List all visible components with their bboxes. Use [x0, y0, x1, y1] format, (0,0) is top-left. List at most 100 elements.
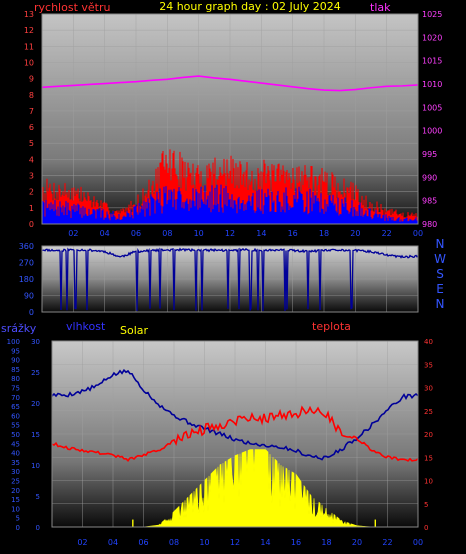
direction-series	[42, 247, 418, 312]
x-tick-label: 18	[321, 538, 331, 547]
rain-tick-label: 5	[16, 515, 20, 523]
rain-tick-label: 85	[11, 366, 20, 374]
average-series	[42, 184, 418, 224]
wind-tick-label: 8	[29, 91, 34, 100]
temperature-series	[52, 405, 418, 462]
temperature-axis-label: teplota	[312, 320, 351, 333]
direction-tick-label: 360	[19, 242, 34, 251]
pressure-tick-label: 1020	[422, 33, 442, 42]
wind-tick-label: 1	[29, 204, 34, 213]
humidity-tick-label: 20	[31, 400, 40, 408]
rain-tick-label: 95	[11, 347, 20, 355]
pressure-tick-label: 1015	[422, 57, 442, 66]
wind-tick-label: 0	[29, 220, 34, 229]
x-tick-label: 02	[68, 229, 78, 238]
temperature-tick-label: 5	[424, 501, 428, 509]
rain-tick-label: 30	[11, 468, 20, 476]
rain-tick-label: 55	[11, 422, 20, 430]
humidity-tick-label: 30	[31, 338, 40, 346]
solar-axis-label: Solar	[120, 324, 149, 337]
pressure-tick-label: 1000	[422, 127, 442, 136]
pressure-series	[42, 75, 418, 92]
pressure-tick-label: 995	[422, 150, 437, 159]
temperature-tick-label: 0	[424, 524, 428, 532]
humidity-tick-label: 25	[31, 369, 40, 377]
pressure-tick-label: 1005	[422, 103, 442, 112]
humidity-tick-label: 15	[31, 431, 40, 439]
x-tick-label: 18	[319, 229, 329, 238]
rain-tick-label: 60	[11, 412, 20, 420]
x-tick-label: 16	[288, 229, 298, 238]
wind-tick-label: 10	[24, 58, 34, 67]
humidity-tick-label: 0	[36, 524, 40, 532]
rain-tick-label: 40	[11, 450, 20, 458]
wind-axis-label: rychlost větru	[34, 1, 110, 14]
x-tick-label: 04	[108, 538, 118, 547]
direction-tick-label: 0	[29, 308, 34, 317]
x-tick-label: 22	[382, 538, 392, 547]
temperature-tick-label: 25	[424, 408, 433, 416]
climate-x-ticks: 02 04 06 08 10 12 14 16 18 20 22 00	[77, 538, 423, 547]
compass-label: S	[436, 267, 444, 281]
x-tick-label: 22	[382, 229, 392, 238]
x-tick-label: 08	[162, 229, 172, 238]
pressure-tick-label: 1010	[422, 80, 442, 89]
x-tick-label: 10	[194, 229, 204, 238]
wind-tick-label: 7	[29, 107, 34, 116]
humidity-tick-label: 10	[31, 462, 40, 470]
wind-tick-label: 2	[29, 188, 34, 197]
x-tick-label: 06	[138, 538, 148, 547]
temperature-tick-label: 15	[424, 454, 433, 462]
x-tick-label: 20	[352, 538, 362, 547]
x-tick-label: 20	[350, 229, 360, 238]
temperature-tick-label: 35	[424, 361, 433, 369]
temperature-tick-label: 10	[424, 478, 433, 486]
wind-tick-label: 13	[24, 10, 34, 19]
x-tick-label: 12	[225, 229, 235, 238]
rain-tick-label: 10	[11, 505, 20, 513]
humidity-y-ticks: 0 5 10 15 20 25 30	[31, 338, 40, 532]
compass-label: W	[434, 252, 446, 266]
direction-tick-label: 270	[19, 259, 34, 268]
humidity-axis-label: vlhkost	[66, 320, 106, 333]
wind-series	[42, 75, 418, 224]
pressure-tick-label: 980	[422, 220, 437, 229]
temperature-tick-label: 40	[424, 338, 433, 346]
x-tick-label: 02	[77, 538, 87, 547]
wind-tick-label: 6	[29, 123, 34, 132]
rain-tick-label: 35	[11, 459, 20, 467]
x-tick-label: 16	[291, 538, 301, 547]
wind-tick-label: 4	[29, 155, 34, 164]
rain-tick-label: 15	[11, 496, 20, 504]
x-tick-label: 14	[260, 538, 270, 547]
x-tick-label: 00	[413, 538, 423, 547]
compass-label: E	[436, 282, 444, 296]
rain-tick-label: 80	[11, 375, 20, 383]
x-tick-label: 04	[100, 229, 110, 238]
x-tick-label: 10	[199, 538, 209, 547]
wind-tick-label: 12	[24, 26, 34, 35]
x-tick-label: 12	[230, 538, 240, 547]
wind-tick-label: 3	[29, 172, 34, 181]
pressure-y-ticks: 980 985 990 995 1000 1005 1010 1015 1020 1025	[422, 10, 442, 229]
direction-tick-label: 180	[19, 275, 34, 284]
rain-tick-label: 0	[16, 524, 20, 532]
rain-tick-label: 90	[11, 357, 20, 365]
pressure-tick-label: 985	[422, 197, 437, 206]
x-tick-label: 00	[413, 229, 423, 238]
climate-series	[52, 368, 418, 527]
rain-tick-label: 50	[11, 431, 20, 439]
rain-tick-label: 65	[11, 403, 20, 411]
x-tick-label: 14	[256, 229, 266, 238]
direction-y-ticks: 0 90 180 270 360	[19, 242, 34, 317]
humidity-tick-label: 5	[36, 493, 40, 501]
temperature-tick-label: 20	[424, 431, 433, 439]
humidity-temperature-chart: 0510152025303540455055606570758085909510…	[1, 320, 433, 547]
direction-series	[42, 247, 418, 312]
temperature-y-ticks: 0 5 10 15 20 25 30 35 40	[424, 338, 433, 532]
